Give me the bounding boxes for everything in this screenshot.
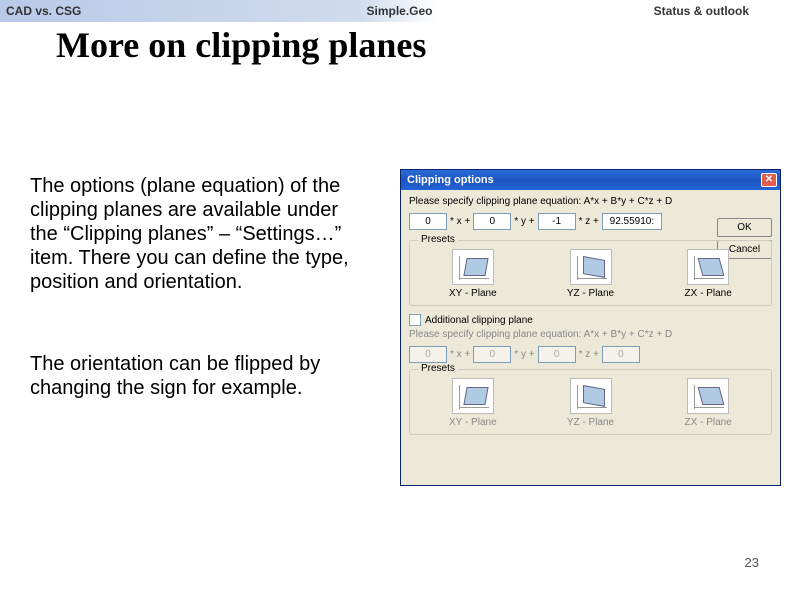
paragraph-2: The orientation can be flipped by changi… [30,352,370,400]
nav-right-label[interactable]: Status & outlook [654,4,749,18]
label-cz2: * z + [579,349,599,360]
preset-yz-label-1: YZ - Plane [536,288,646,299]
page-number: 23 [745,555,759,570]
preset-xy-1[interactable]: XY - Plane [418,249,528,299]
input-a1[interactable] [409,213,447,230]
slide-title: More on clipping planes [56,24,426,66]
close-button[interactable]: ✕ [761,173,777,187]
additional-plane-row[interactable]: Additional clipping plane [409,314,772,326]
dialog-content: Please specify clipping plane equation: … [401,190,780,485]
preset-yz-label-2: YZ - Plane [536,417,646,428]
input-b1[interactable] [473,213,511,230]
preset-yz-icon-2 [570,378,612,414]
preset-zx-2[interactable]: ZX - Plane [653,378,763,428]
preset-xy-icon [452,249,494,285]
input-d2 [602,346,640,363]
label-cz1: * z + [579,216,599,227]
preset-yz-icon [570,249,612,285]
preset-zx-icon [687,249,729,285]
preset-zx-1[interactable]: ZX - Plane [653,249,763,299]
paragraph-1: The options (plane equation) of the clip… [30,174,370,294]
presets-legend-1: Presets [418,234,458,245]
preset-yz-1[interactable]: YZ - Plane [536,249,646,299]
presets-legend-2: Presets [418,363,458,374]
input-a2 [409,346,447,363]
clipping-options-dialog: Clipping options ✕ Please specify clippi… [400,169,781,486]
preset-xy-label-1: XY - Plane [418,288,528,299]
preset-zx-label-1: ZX - Plane [653,288,763,299]
nav-bar: CAD vs. CSG Simple.Geo Status & outlook [0,0,799,22]
input-c1[interactable] [538,213,576,230]
label-ax1: * x + [450,216,470,227]
nav-center-label[interactable]: Simple.Geo [366,4,432,18]
preset-zx-label-2: ZX - Plane [653,417,763,428]
label-by1: * y + [514,216,534,227]
preset-xy-icon-2 [452,378,494,414]
input-d1[interactable] [602,213,662,230]
label-by2: * y + [514,349,534,360]
preset-xy-2[interactable]: XY - Plane [418,378,528,428]
preset-xy-label-2: XY - Plane [418,417,528,428]
input-b2 [473,346,511,363]
input-c2 [538,346,576,363]
equation-row-2: * x + * y + * z + [409,346,689,363]
presets-group-2: Presets XY - Plane YZ - Plane [409,369,772,435]
additional-checkbox-label: Additional clipping plane [425,315,533,326]
preset-zx-icon-2 [687,378,729,414]
nav-left-label[interactable]: CAD vs. CSG [6,4,81,18]
label-ax2: * x + [450,349,470,360]
additional-checkbox[interactable] [409,314,421,326]
preset-yz-2[interactable]: YZ - Plane [536,378,646,428]
presets-group-1: Presets XY - Plane YZ - Plane [409,240,772,306]
dialog-titlebar: Clipping options ✕ [401,170,780,190]
ok-button[interactable]: OK [717,218,772,237]
instruction-text-1: Please specify clipping plane equation: … [409,196,772,207]
dialog-title: Clipping options [407,174,494,186]
equation-row-1: * x + * y + * z + [409,213,689,230]
instruction-text-2: Please specify clipping plane equation: … [409,329,772,340]
